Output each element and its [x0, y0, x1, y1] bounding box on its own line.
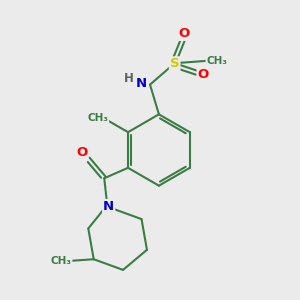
Text: O: O: [76, 146, 88, 160]
Text: CH₃: CH₃: [50, 256, 71, 266]
Text: S: S: [170, 57, 179, 70]
Text: CH₃: CH₃: [87, 113, 108, 123]
Text: O: O: [178, 27, 190, 40]
Text: CH₃: CH₃: [206, 56, 227, 66]
Text: N: N: [136, 76, 147, 90]
Text: N: N: [103, 200, 114, 213]
Text: O: O: [198, 68, 209, 81]
Text: H: H: [124, 72, 134, 85]
